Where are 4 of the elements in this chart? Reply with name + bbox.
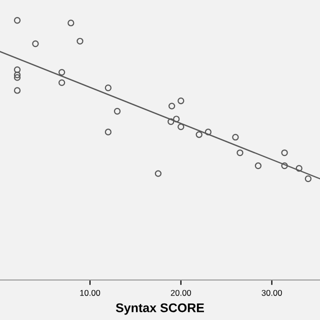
- x-tick-label: 10.00: [80, 290, 100, 296]
- x-tick-label: 20.00: [170, 290, 192, 296]
- x-axis-title: Syntax SCORE: [116, 303, 204, 315]
- x-tick-label: 30.00: [262, 290, 282, 296]
